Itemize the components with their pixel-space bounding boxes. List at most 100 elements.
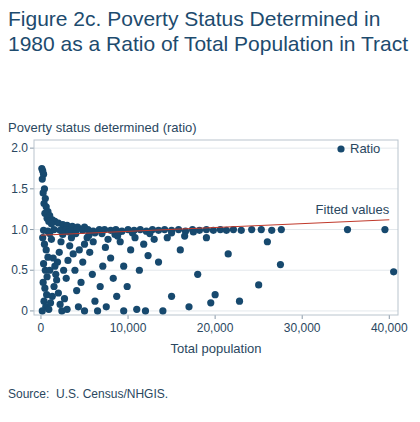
point bbox=[151, 236, 158, 243]
point bbox=[144, 252, 151, 259]
point bbox=[207, 299, 214, 306]
point bbox=[97, 283, 104, 290]
y-tick-label: 0 bbox=[21, 304, 28, 318]
tick-mark bbox=[30, 270, 34, 271]
point bbox=[45, 306, 52, 313]
point bbox=[203, 234, 210, 241]
tick-mark bbox=[30, 148, 34, 149]
point bbox=[55, 289, 62, 296]
point bbox=[181, 232, 188, 239]
point bbox=[50, 283, 57, 290]
point bbox=[56, 249, 63, 256]
tick-mark bbox=[302, 315, 303, 319]
point bbox=[124, 283, 131, 290]
legend-marker bbox=[337, 145, 344, 152]
y-tick-label: 0.5 bbox=[11, 263, 28, 277]
x-tick-label: 10,000 bbox=[110, 321, 147, 335]
line-label: Fitted values bbox=[316, 202, 390, 217]
point bbox=[136, 267, 143, 274]
x-axis-label: Total population bbox=[170, 341, 261, 356]
tick-mark bbox=[389, 315, 390, 319]
point bbox=[90, 238, 97, 245]
marks bbox=[38, 165, 397, 315]
point bbox=[53, 276, 60, 283]
point bbox=[76, 246, 83, 253]
point bbox=[104, 236, 111, 243]
fitted-line bbox=[41, 220, 389, 235]
point bbox=[98, 230, 105, 237]
tick-mark bbox=[30, 229, 34, 230]
point bbox=[120, 263, 127, 270]
point bbox=[63, 306, 70, 313]
point bbox=[39, 175, 46, 182]
point bbox=[47, 299, 54, 306]
point bbox=[39, 307, 46, 314]
x-tick-label: 40,000 bbox=[371, 321, 408, 335]
point bbox=[86, 249, 93, 256]
point bbox=[278, 226, 285, 233]
point bbox=[81, 307, 88, 314]
point bbox=[137, 226, 144, 233]
point bbox=[177, 246, 184, 253]
point bbox=[120, 307, 127, 314]
y-tick-label: 2.0 bbox=[11, 141, 28, 155]
point bbox=[146, 230, 153, 237]
point bbox=[64, 257, 71, 264]
point bbox=[277, 261, 284, 268]
point bbox=[264, 238, 271, 245]
x-tick-label: 20,000 bbox=[197, 321, 234, 335]
point bbox=[70, 250, 77, 257]
point bbox=[168, 293, 175, 300]
point bbox=[75, 303, 82, 310]
point bbox=[91, 298, 98, 305]
point bbox=[48, 236, 55, 243]
source-note: Source: U.S. Census/NHGIS. bbox=[8, 387, 168, 401]
point bbox=[344, 226, 351, 233]
point bbox=[142, 307, 149, 314]
point bbox=[103, 303, 110, 310]
x-tick-label: 0 bbox=[38, 321, 45, 335]
tick-mark bbox=[40, 315, 41, 319]
y-tick-label: 1.0 bbox=[11, 223, 28, 237]
point bbox=[79, 258, 86, 265]
title: Figure 2c. Poverty Status Determined in … bbox=[8, 6, 413, 56]
legend-label: Ratio bbox=[350, 141, 380, 156]
tick-mark bbox=[30, 310, 34, 311]
point bbox=[194, 271, 201, 278]
point bbox=[73, 287, 80, 294]
point bbox=[212, 291, 219, 298]
chart: Poverty status determined (ratio)00.51.0… bbox=[0, 0, 420, 422]
point bbox=[381, 226, 388, 233]
point bbox=[41, 285, 48, 292]
y-tick-label: 1.5 bbox=[11, 182, 28, 196]
tick-mark bbox=[128, 315, 129, 319]
point bbox=[159, 307, 166, 314]
point bbox=[110, 275, 117, 282]
tick-mark bbox=[215, 315, 216, 319]
point bbox=[57, 301, 64, 308]
point bbox=[89, 271, 96, 278]
point bbox=[60, 267, 67, 274]
point bbox=[99, 263, 106, 270]
point bbox=[114, 232, 121, 239]
point bbox=[84, 234, 91, 241]
point bbox=[68, 234, 75, 241]
point bbox=[268, 227, 275, 234]
point bbox=[102, 244, 109, 251]
point bbox=[40, 260, 47, 267]
point bbox=[49, 293, 56, 300]
grid-line bbox=[34, 188, 398, 189]
point bbox=[113, 293, 120, 300]
point bbox=[63, 275, 70, 282]
point bbox=[185, 303, 192, 310]
point bbox=[77, 279, 84, 286]
point bbox=[71, 267, 78, 274]
tick-mark bbox=[30, 188, 34, 189]
point bbox=[50, 254, 57, 261]
point bbox=[66, 242, 73, 249]
point bbox=[203, 226, 210, 233]
point bbox=[255, 281, 262, 288]
point bbox=[225, 250, 232, 257]
point bbox=[390, 268, 397, 275]
point bbox=[133, 306, 140, 313]
